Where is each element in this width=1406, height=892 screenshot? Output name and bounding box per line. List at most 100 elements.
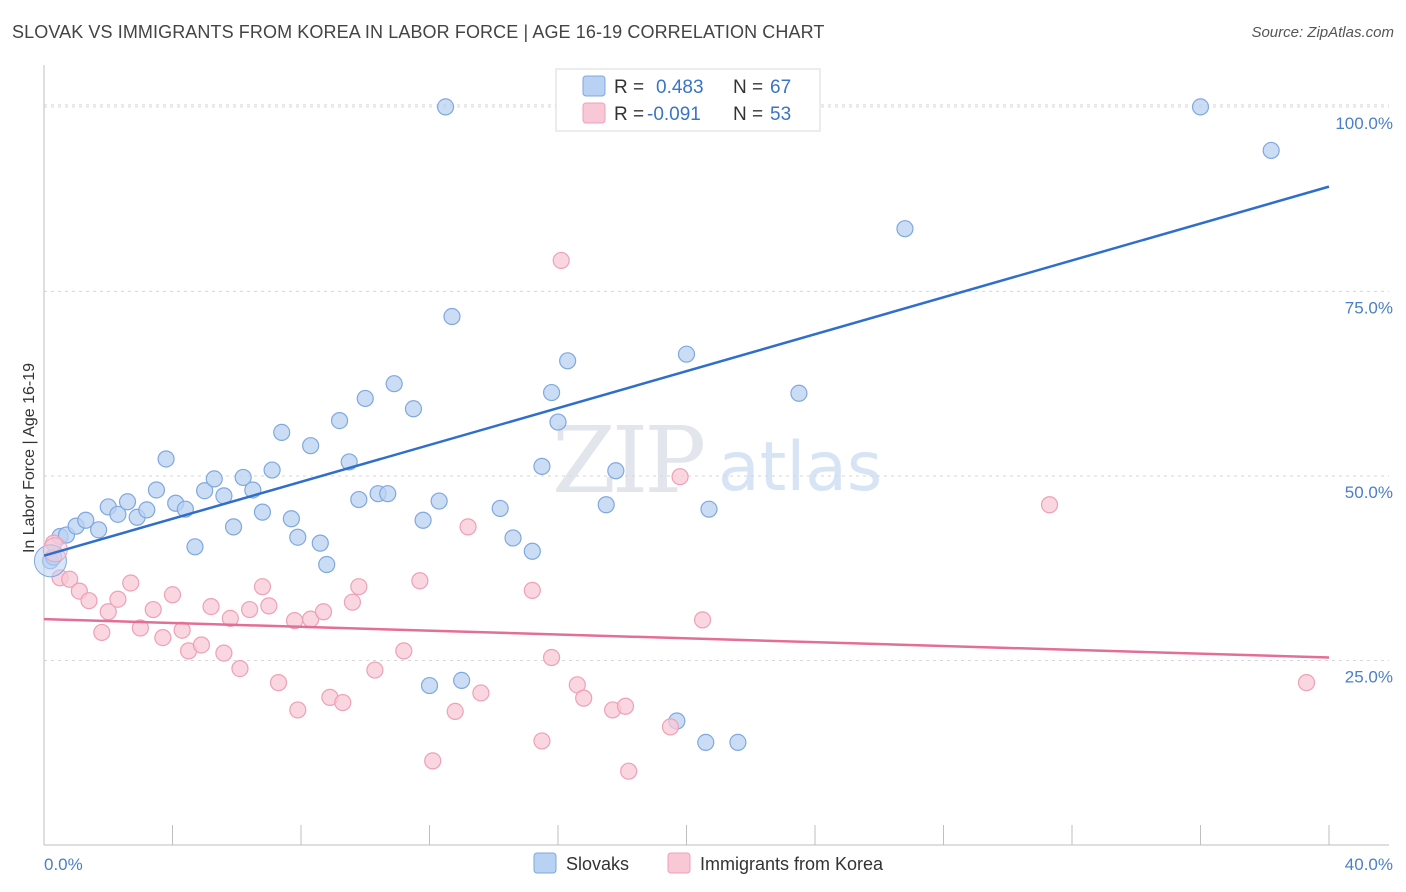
point-korea [163, 586, 182, 604]
legend-r-value-korea: -0.091 [647, 104, 701, 125]
point-korea [93, 623, 111, 642]
legend-n-value-slovaks: 67 [770, 77, 791, 98]
point-korea [523, 581, 541, 599]
point-korea [395, 642, 413, 660]
point-slovaks [109, 505, 127, 523]
point-slovaks [523, 542, 541, 560]
point-korea [411, 572, 429, 590]
point-slovaks [196, 482, 214, 500]
point-slovaks [350, 490, 368, 509]
legend-swatch-slovaks [582, 75, 606, 97]
point-korea [122, 574, 140, 592]
watermark-atlas: atlas [718, 428, 882, 507]
point-slovaks [559, 352, 577, 370]
legend-r-label-slovaks: R = [614, 77, 644, 98]
grid [44, 104, 1389, 661]
point-slovaks [186, 538, 204, 556]
point-korea [154, 628, 172, 647]
point-slovaks [90, 521, 108, 539]
point-slovaks [404, 400, 423, 418]
point-slovaks [385, 375, 403, 393]
watermark: ZIP atlas [552, 407, 882, 514]
point-korea [661, 718, 680, 736]
point-slovaks [700, 500, 718, 518]
axes: 25.0% 50.0% 75.0% 100.0% 0.0% 40.0% [43, 65, 1393, 874]
point-slovaks [597, 496, 615, 514]
point-slovaks [118, 493, 137, 511]
point-korea [269, 674, 288, 692]
point-slovaks [607, 462, 625, 480]
x-tick-label-min: 0.0% [44, 855, 83, 874]
point-korea [109, 590, 127, 608]
point-slovaks [430, 492, 448, 510]
trend-line-slovaks [43, 185, 1330, 557]
legend: R = 0.483 N = 67 R = -0.091 N = 53 [555, 68, 821, 132]
point-korea [334, 693, 352, 712]
legend-n-label-korea: N = [733, 104, 763, 125]
point-slovaks [147, 481, 166, 499]
point-slovaks [414, 511, 432, 529]
bottom-legend: Slovaks Immigrants from Korea [533, 852, 884, 874]
point-slovaks [1262, 141, 1280, 160]
point-slovaks [491, 499, 509, 518]
point-slovaks [436, 98, 455, 116]
x-tick-label-max: 40.0% [1345, 855, 1393, 874]
legend-swatch-korea [582, 102, 606, 124]
bottom-legend-label-korea: Immigrants from Korea [700, 854, 884, 874]
point-korea [99, 603, 117, 621]
y-tick-label: 50.0% [1345, 483, 1393, 502]
point-slovaks [205, 470, 223, 488]
point-korea [616, 697, 635, 715]
point-slovaks [311, 534, 329, 552]
y-tick-label: 100.0% [1335, 114, 1393, 133]
point-korea [1040, 496, 1059, 514]
point-slovaks [77, 511, 95, 529]
point-korea [80, 592, 98, 610]
point-slovaks [318, 555, 336, 574]
point-korea [350, 578, 368, 596]
point-korea [472, 684, 490, 702]
point-slovaks [138, 501, 156, 519]
point-korea [61, 570, 79, 588]
point-slovaks [263, 461, 281, 479]
legend-r-label-korea: R = [614, 104, 644, 125]
y-tick-label: 75.0% [1345, 298, 1393, 317]
watermark-zip: ZIP [552, 407, 703, 514]
point-korea [221, 609, 239, 628]
point-slovaks [549, 413, 567, 431]
legend-n-label-slovaks: N = [733, 77, 763, 98]
point-korea [552, 251, 570, 270]
point-slovaks [379, 485, 397, 503]
y-axis-title: In Labor Force | Age 16-19 [21, 363, 38, 553]
point-korea [446, 702, 464, 721]
source-label: Source: ZipAtlas.com [1251, 24, 1394, 41]
point-korea [260, 597, 278, 615]
point-slovaks [420, 676, 439, 695]
trend-lines [43, 185, 1330, 659]
point-slovaks [234, 468, 252, 487]
point-korea [533, 732, 551, 750]
point-korea [343, 593, 361, 611]
point-slovaks [302, 437, 320, 455]
point-slovaks [289, 528, 307, 546]
point-korea [289, 701, 307, 719]
legend-r-value-slovaks: 0.483 [656, 77, 704, 98]
point-korea [253, 578, 272, 596]
point-korea [202, 597, 220, 616]
bottom-legend-swatch-korea [667, 852, 691, 874]
point-slovaks [729, 733, 747, 752]
bottom-legend-swatch-slovaks [533, 852, 557, 874]
point-korea [192, 636, 211, 654]
point-korea [215, 644, 233, 662]
point-korea [459, 518, 477, 536]
point-slovaks [896, 220, 914, 238]
point-slovaks [504, 529, 522, 547]
point-korea [620, 762, 638, 780]
point-korea [542, 648, 561, 667]
point-slovaks [1191, 98, 1210, 116]
point-slovaks [453, 671, 471, 690]
point-slovaks [356, 389, 374, 408]
point-slovaks [253, 503, 272, 521]
point-korea [575, 689, 593, 707]
